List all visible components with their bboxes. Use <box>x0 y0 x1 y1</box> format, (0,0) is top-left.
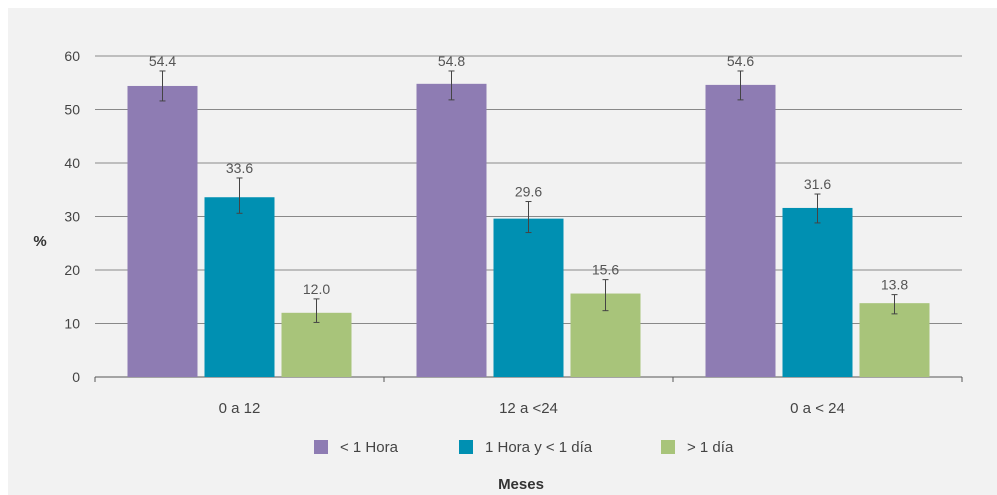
bar <box>859 303 930 377</box>
y-tick-label: 10 <box>64 316 80 332</box>
legend-label: < 1 Hora <box>340 439 399 456</box>
data-label: 15.6 <box>592 262 619 278</box>
data-label: 33.6 <box>226 160 253 176</box>
y-tick-label: 30 <box>64 209 80 225</box>
data-label: 54.6 <box>727 53 754 69</box>
legend-label: 1 Hora y < 1 día <box>485 439 593 456</box>
legend-swatch <box>459 440 473 454</box>
legend-swatch <box>661 440 675 454</box>
bar <box>281 312 352 377</box>
y-axis-title: % <box>33 233 46 250</box>
x-tick-label: 0 a < 24 <box>790 400 845 417</box>
data-label: 54.4 <box>149 53 176 69</box>
legend-label: > 1 día <box>687 439 734 456</box>
y-tick-label: 50 <box>64 102 80 118</box>
data-label: 54.8 <box>438 53 465 69</box>
data-label: 29.6 <box>515 184 542 200</box>
bar <box>127 85 198 378</box>
data-label: 31.6 <box>804 176 831 192</box>
y-tick-label: 0 <box>72 369 80 385</box>
y-tick-label: 20 <box>64 262 80 278</box>
y-tick-label: 60 <box>64 48 80 64</box>
x-tick-label: 12 a <24 <box>499 400 558 417</box>
data-label: 12.0 <box>303 281 330 297</box>
bar <box>416 83 487 377</box>
y-tick-label: 40 <box>64 155 80 171</box>
bar <box>204 197 275 377</box>
legend-swatch <box>314 440 328 454</box>
data-label: 13.8 <box>881 277 908 293</box>
x-axis-title: Meses <box>498 476 544 493</box>
bar <box>705 84 776 377</box>
bar <box>782 207 853 377</box>
bar <box>493 218 564 377</box>
x-tick-label: 0 a 12 <box>219 400 261 417</box>
